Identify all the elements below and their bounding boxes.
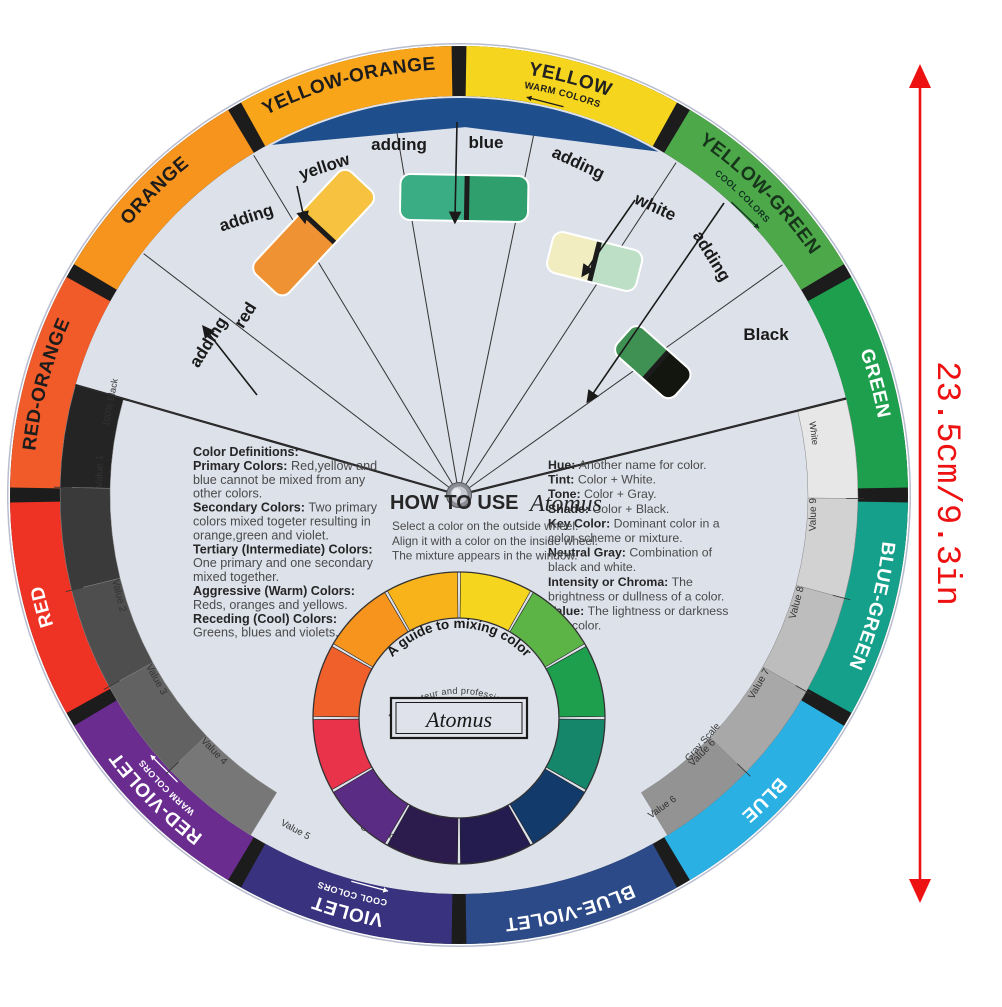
svg-text:HOW TO USE: HOW TO USE — [390, 492, 519, 514]
svg-text:Select a color on the outside: Select a color on the outside wheel.Alig… — [392, 519, 598, 563]
svg-text:Atomus: Atomus — [424, 707, 492, 732]
svg-text:adding: adding — [371, 135, 427, 154]
svg-text:Value 9: Value 9 — [808, 498, 819, 532]
svg-text:23.5cm/9.3in: 23.5cm/9.3in — [927, 361, 965, 606]
svg-text:Atomus: Atomus — [528, 491, 602, 517]
svg-text:Value 1: Value 1 — [94, 454, 106, 488]
svg-text:Black: Black — [743, 325, 789, 344]
svg-text:blue: blue — [469, 133, 504, 152]
